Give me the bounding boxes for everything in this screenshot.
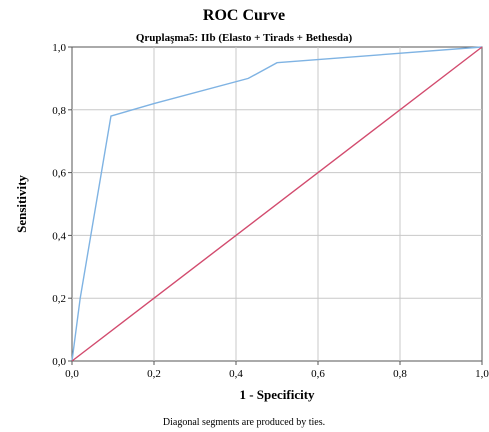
chart-title: ROC Curve	[203, 7, 285, 24]
x-tick-label: 0,2	[147, 368, 161, 380]
y-tick-label: 1,0	[52, 42, 66, 54]
x-tick-label: 0,6	[311, 368, 325, 380]
footnote: Diagonal segments are produced by ties.	[163, 417, 325, 428]
x-tick-label: 1,0	[475, 368, 489, 380]
y-axis-ticks: 0,0 0,2 0,4 0,6 0,8 1,0	[52, 42, 72, 368]
y-tick-label: 0,6	[52, 168, 66, 180]
y-tick-label: 0,4	[52, 230, 66, 242]
x-tick-label: 0,8	[393, 368, 407, 380]
x-axis-label: 1 - Specificity	[239, 387, 315, 402]
roc-curve-line	[71, 46, 483, 362]
x-tick-label: 0,0	[65, 368, 79, 380]
reference-diagonal-line	[71, 46, 483, 362]
x-tick-label: 0,4	[229, 368, 243, 380]
y-axis-label: Sensitivity	[14, 175, 29, 233]
chart-subtitle: Qruplaşma5: IIb (Elasto + Tirads + Bethe…	[136, 32, 353, 44]
series-layer	[71, 46, 483, 362]
grid-lines	[72, 47, 482, 361]
x-axis-ticks: 0,0 0,2 0,4 0,6 0,8 1,0	[65, 361, 489, 380]
plot-area	[71, 46, 483, 362]
y-tick-label: 0,0	[52, 356, 66, 368]
y-tick-label: 0,8	[52, 105, 66, 117]
y-tick-label: 0,2	[52, 293, 66, 305]
